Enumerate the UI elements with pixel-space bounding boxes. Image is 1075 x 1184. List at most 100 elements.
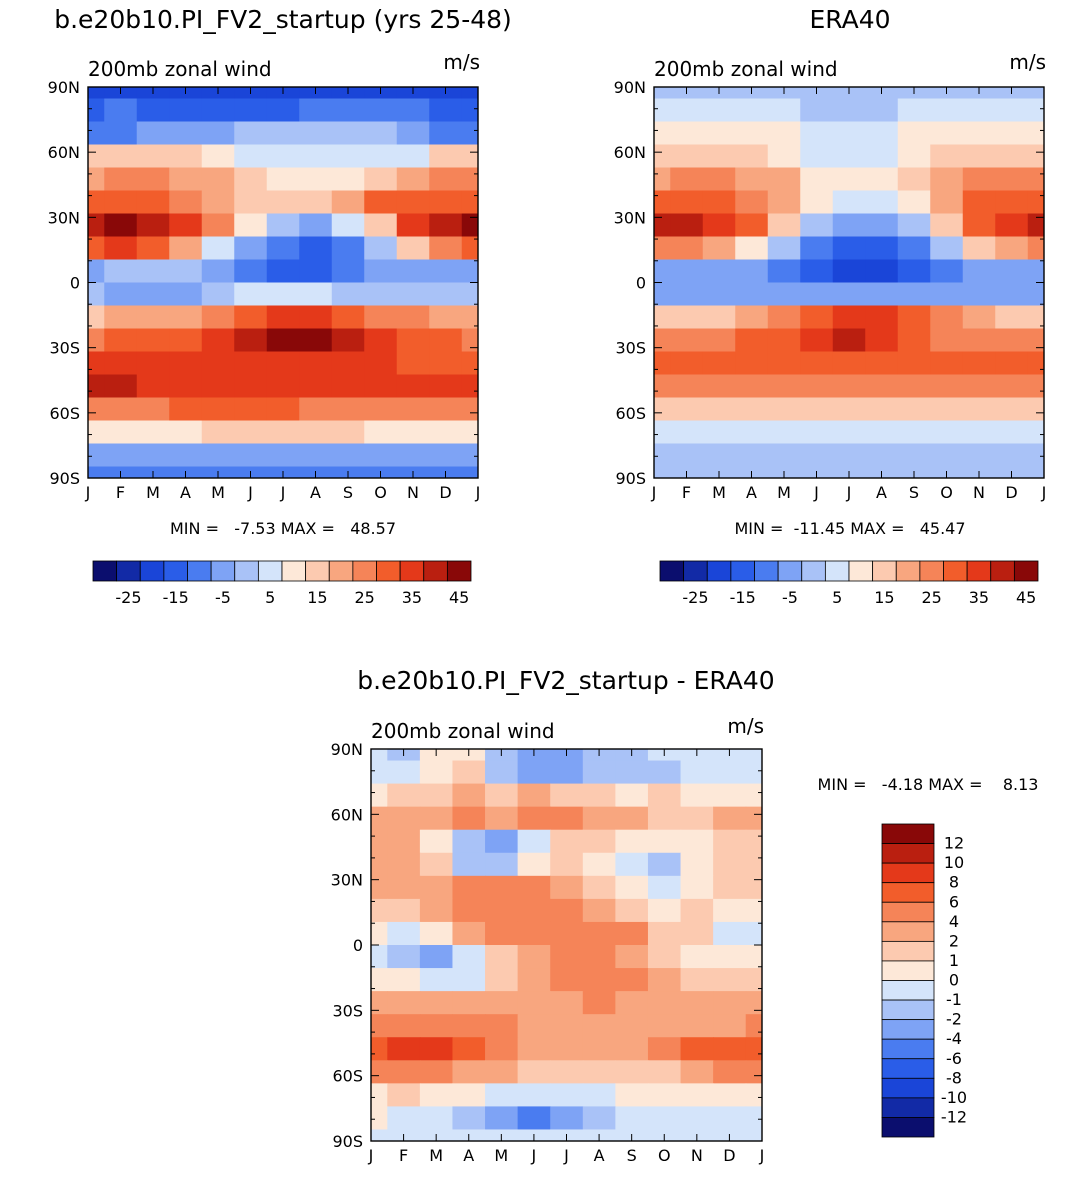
- heatmap-cell: [670, 259, 704, 284]
- heatmap-cell: [485, 1037, 519, 1061]
- heatmap-cell: [429, 213, 463, 238]
- heatmap-cell: [550, 1037, 584, 1061]
- heatmap-cell: [615, 1037, 649, 1061]
- heatmap-cell: [299, 167, 333, 192]
- heatmap-cell: [371, 875, 388, 900]
- heatmap-cell: [331, 98, 365, 123]
- colorbar-swatch: [881, 1019, 935, 1040]
- heatmap-cell: [962, 328, 996, 353]
- heatmap-cell: [331, 167, 365, 192]
- colorbar-swatch: [881, 843, 935, 864]
- heatmap-cell: [897, 305, 931, 330]
- heatmap-cell: [517, 1106, 551, 1131]
- heatmap-cell: [735, 213, 769, 238]
- x-tick-label: M: [494, 1146, 508, 1165]
- heatmap-cell: [865, 351, 899, 376]
- heatmap-cell: [1027, 397, 1044, 422]
- heatmap-cell: [331, 397, 365, 422]
- heatmap-cell: [517, 1037, 551, 1061]
- colorbar-swatch: [872, 560, 897, 582]
- colorbar-label: 35: [402, 588, 422, 607]
- heatmap-cell: [897, 443, 931, 468]
- heatmap-cell: [1027, 374, 1044, 399]
- heatmap-cell: [299, 213, 333, 238]
- heatmap-cell: [104, 213, 138, 238]
- heatmap-cell: [680, 945, 714, 969]
- heatmap-cell: [897, 190, 931, 215]
- heatmap-cell: [452, 875, 486, 900]
- heatmap-cell: [832, 305, 866, 330]
- heatmap-cell: [995, 213, 1029, 238]
- heatmap-cell: [1027, 420, 1044, 445]
- heatmap-cell: [654, 282, 671, 307]
- heatmap-cell: [702, 236, 736, 261]
- heatmap-cell: [371, 1129, 388, 1141]
- heatmap-cell: [713, 1083, 747, 1108]
- heatmap-cell: [364, 190, 398, 215]
- heatmap-cell: [331, 121, 365, 146]
- colorbar-label: 15: [307, 588, 327, 607]
- heatmap-cell: [647, 760, 682, 785]
- heatmap-cell: [615, 852, 649, 877]
- heatmap-cell: [234, 374, 268, 399]
- heatmap-cell: [800, 259, 834, 284]
- heatmap-cell: [371, 1060, 388, 1084]
- heatmap-cell: [88, 397, 105, 422]
- colorbar-swatch: [163, 560, 188, 582]
- heatmap-cell: [930, 259, 964, 284]
- heatmap-cell: [169, 351, 203, 376]
- heatmap-cell: [995, 236, 1029, 261]
- heatmap-cell: [615, 945, 649, 969]
- heatmap-cell: [364, 443, 398, 468]
- heatmap-cell: [169, 190, 203, 215]
- heatmap-cell: [136, 144, 170, 169]
- heatmap-cell: [461, 305, 478, 330]
- heatmap-cell: [485, 1060, 519, 1084]
- heatmap-cell: [670, 420, 704, 445]
- heatmap-cell: [136, 282, 170, 307]
- colorbar-swatch: [881, 1077, 935, 1099]
- heatmap-cell: [745, 1060, 762, 1084]
- heatmap-cell: [104, 328, 138, 353]
- heatmap-cell: [387, 1060, 421, 1084]
- heatmap-cell: [735, 259, 769, 284]
- heatmap-cell: [930, 144, 964, 169]
- x-tick-label: F: [682, 483, 691, 502]
- heatmap-cell: [767, 397, 801, 422]
- heatmap-cell: [1027, 236, 1044, 261]
- heatmap-cell: [364, 305, 398, 330]
- heatmap-cell: [832, 121, 866, 146]
- heatmap-cell: [169, 397, 203, 422]
- x-tick-label: O: [658, 1146, 671, 1165]
- y-tick-label: 90S: [332, 1132, 363, 1151]
- heatmap-cell: [713, 760, 747, 785]
- heatmap-cell: [800, 351, 834, 376]
- colorbar-swatch: [881, 999, 935, 1021]
- heatmap-cell: [201, 98, 235, 123]
- heatmap-cell: [396, 397, 430, 422]
- heatmap-cell: [371, 991, 388, 1015]
- heatmap-cell: [654, 167, 671, 192]
- x-tick-label: J: [759, 1146, 765, 1165]
- heatmap-cell: [615, 1106, 649, 1131]
- heatmap-cell: [104, 259, 138, 284]
- heatmap-cell: [136, 213, 170, 238]
- heatmap-cell: [461, 466, 478, 478]
- x-tick-label: F: [399, 1146, 408, 1165]
- heatmap-cell: [702, 328, 736, 353]
- heatmap-cell: [429, 236, 463, 261]
- heatmap-cell: [88, 420, 105, 445]
- heatmap-cell: [266, 443, 300, 468]
- heatmap-cell: [517, 1060, 551, 1084]
- colorbar-swatch: [1013, 560, 1039, 582]
- heatmap-cell: [670, 236, 704, 261]
- heatmap-cell: [745, 1083, 762, 1108]
- y-tick-label: 60S: [615, 404, 646, 423]
- heatmap-cell: [429, 167, 463, 192]
- colorbar-swatch: [328, 560, 354, 582]
- x-tick-label: S: [343, 483, 353, 502]
- heatmap-cell: [419, 760, 454, 785]
- heatmap-cell: [452, 806, 486, 831]
- heatmap-cell: [517, 760, 551, 785]
